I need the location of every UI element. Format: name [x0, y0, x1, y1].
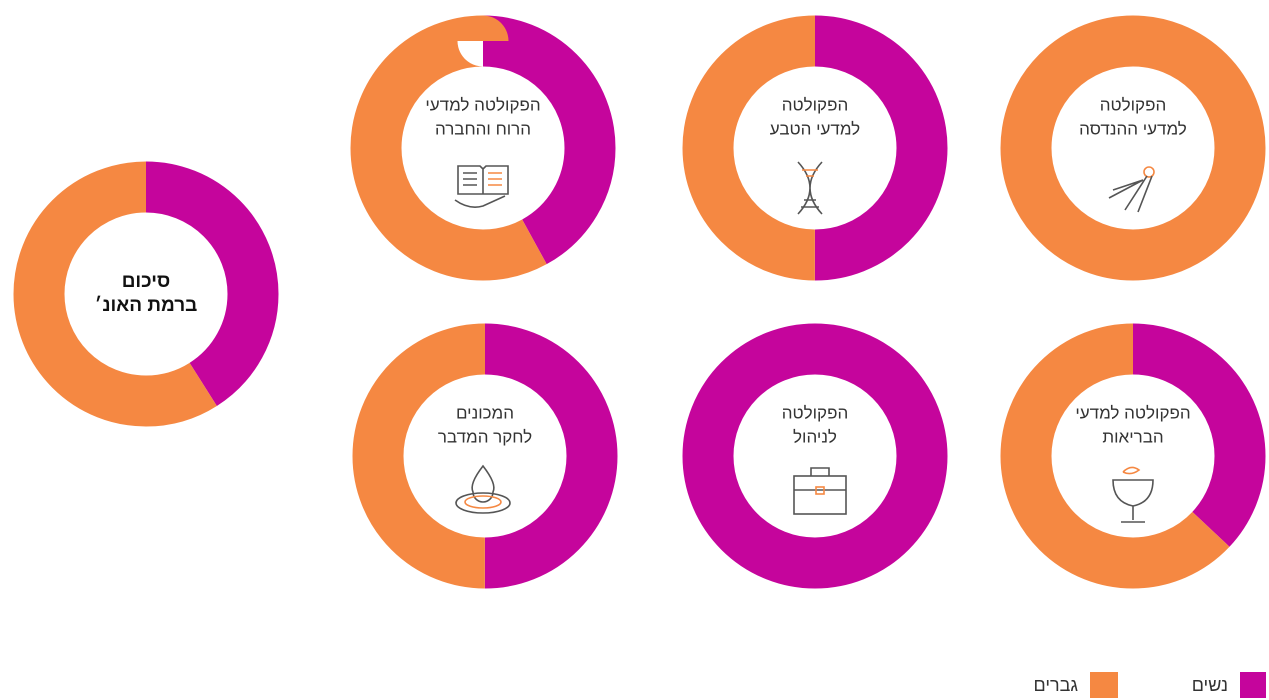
legend-label: גברים	[1033, 675, 1078, 695]
drop-icon	[455, 464, 511, 514]
donut-segment	[13, 161, 279, 427]
center-label: ברמת האונ׳	[95, 295, 198, 316]
center-label: הפקולטה	[782, 95, 848, 114]
donut-segment	[682, 15, 948, 281]
center-label: סיכום	[122, 271, 171, 292]
legend-swatch	[1090, 672, 1118, 698]
legend: נשים גברים	[1033, 672, 1266, 698]
donut-segment	[682, 323, 948, 589]
donut-segment	[350, 15, 616, 281]
center-label: הפקולטה	[782, 403, 848, 422]
donut-segment	[1000, 15, 1266, 281]
book-icon	[454, 165, 509, 208]
donut-segment	[352, 323, 618, 589]
center-label: הפקולטה למדעי	[1075, 403, 1190, 422]
center-label: הבריאות	[1102, 427, 1163, 446]
center-label: הפקולטה למדעי	[425, 95, 540, 114]
center-label: למדעי ההנדסה	[1079, 119, 1187, 138]
dna-icon	[797, 161, 823, 215]
center-label: לניהול	[793, 427, 837, 446]
compass-icon	[1108, 166, 1155, 213]
center-label: הרוח והחברה	[435, 119, 531, 138]
briefcase-icon	[793, 467, 847, 515]
center-label: לחקר המדבר	[438, 427, 532, 446]
legend-swatch	[1240, 672, 1266, 698]
health-icon	[1112, 466, 1154, 523]
center-label: הפקולטה	[1100, 95, 1166, 114]
legend-label: נשים	[1192, 675, 1228, 695]
center-label: המכונים	[456, 403, 514, 422]
donut-segment	[1000, 323, 1266, 589]
icons	[454, 161, 1155, 523]
center-label: למדעי הטבע	[770, 119, 860, 138]
